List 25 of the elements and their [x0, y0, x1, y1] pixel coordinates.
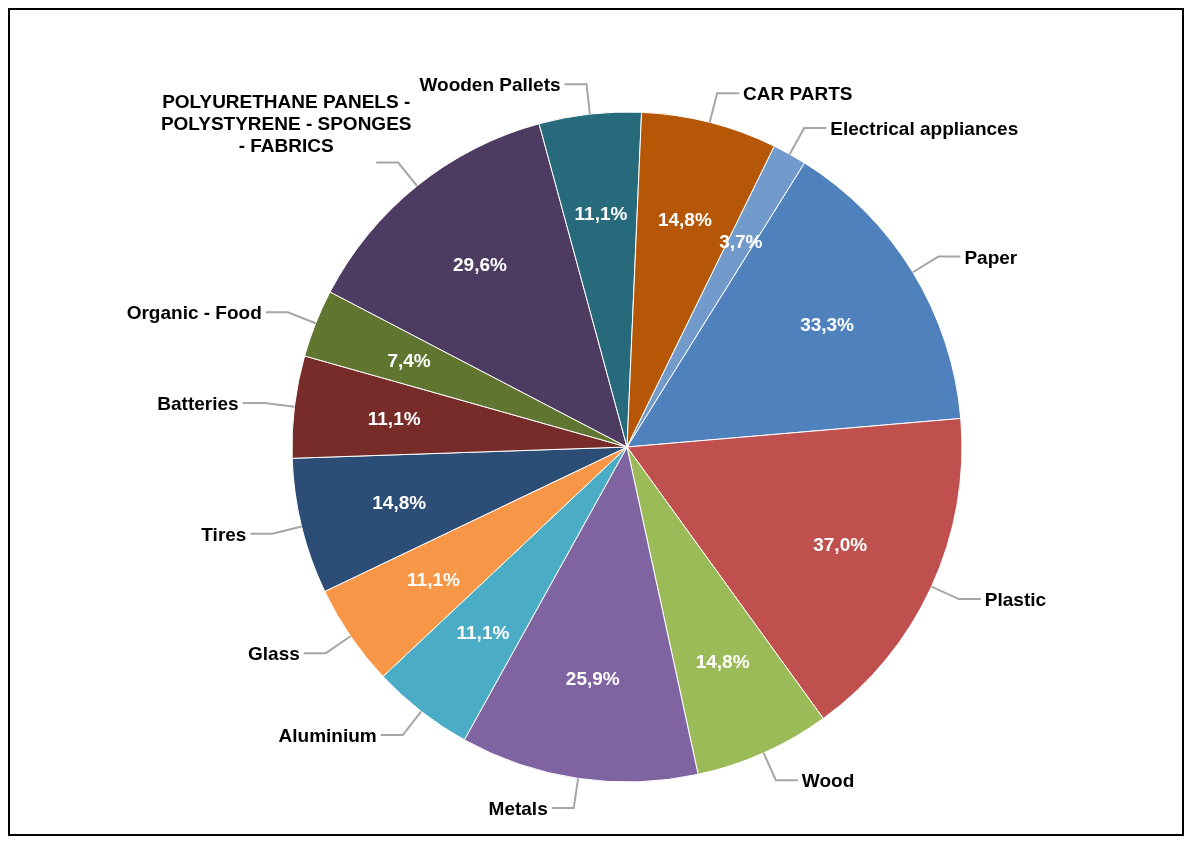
data-label: 11,1% — [367, 408, 421, 430]
slice-label: POLYURETHANE PANELS - POLYSTYRENE - SPONGES - FABRICS — [160, 90, 412, 156]
data-label: 11,1% — [407, 568, 461, 590]
slice-label: Metals — [488, 797, 548, 819]
slice-label: CAR PARTS — [743, 82, 853, 104]
slice-label: Batteries — [157, 392, 239, 414]
data-label: 14,8% — [695, 650, 750, 672]
slice-label: Plastic — [984, 588, 1047, 610]
slice-label: Paper — [964, 246, 1018, 268]
data-label: 37,0% — [813, 534, 868, 556]
slice-label: Wood — [801, 769, 855, 791]
data-label: 25,9% — [565, 668, 620, 690]
data-label: 14,8% — [657, 209, 712, 231]
data-label: 33,3% — [800, 314, 855, 336]
data-label: 7,4% — [387, 349, 431, 371]
slice-label: Electrical appliances — [830, 117, 1019, 139]
data-label: 29,6% — [453, 253, 508, 275]
data-label: 11,1% — [574, 203, 628, 225]
slice-label: Organic - Food — [126, 301, 262, 323]
data-label: 11,1% — [456, 621, 510, 643]
slice-label: Wooden Pallets — [419, 73, 561, 95]
data-label: 14,8% — [372, 492, 427, 514]
slice-label: Glass — [248, 642, 300, 664]
slice-label: Tires — [201, 523, 247, 545]
slice-label: Aluminium — [278, 724, 377, 746]
